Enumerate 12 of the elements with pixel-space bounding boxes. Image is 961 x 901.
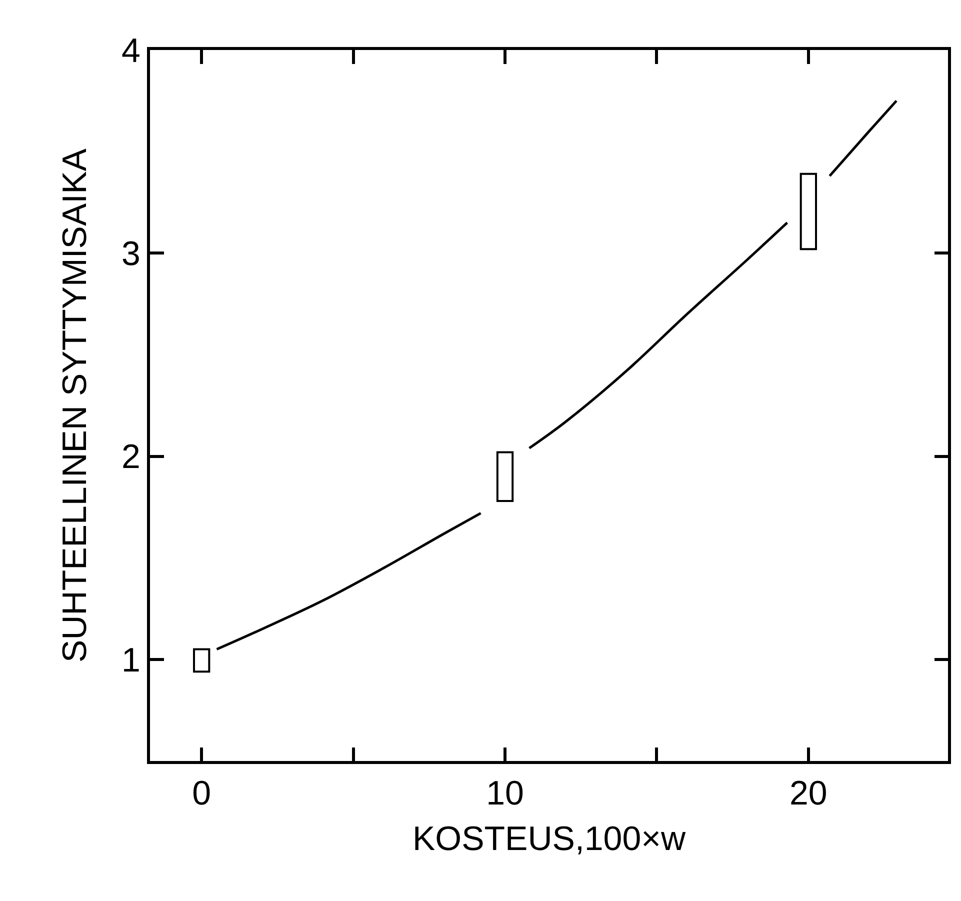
y-tick-label: 1 bbox=[122, 641, 140, 680]
x-tick-label: 10 bbox=[486, 774, 524, 813]
bar bbox=[496, 451, 514, 502]
y-tick-label: 3 bbox=[122, 235, 140, 274]
x-tick-label: 20 bbox=[790, 774, 828, 813]
bar bbox=[800, 172, 818, 250]
y-tick-label: 2 bbox=[122, 438, 140, 476]
y-axis-title: SUHTEELLINEN SYTTYMISAIKA bbox=[56, 148, 94, 662]
bar bbox=[193, 648, 210, 673]
x-tick-label: 0 bbox=[192, 774, 212, 813]
x-axis-title: KOSTEUS,100×w bbox=[412, 820, 686, 858]
y-tick-label: 4 bbox=[122, 32, 140, 70]
